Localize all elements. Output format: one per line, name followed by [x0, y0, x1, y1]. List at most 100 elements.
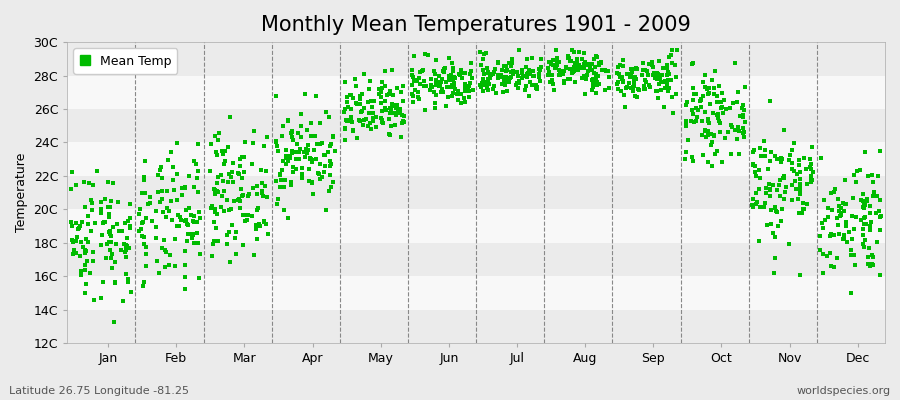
Point: [476, 76, 491, 82]
Point: [389, 104, 403, 111]
Point: [844, 247, 859, 254]
Point: [863, 202, 878, 209]
Point: [827, 263, 842, 270]
Point: [410, 94, 425, 100]
Point: [99, 254, 113, 261]
Point: [376, 119, 391, 126]
Point: [520, 71, 535, 78]
Point: [690, 106, 705, 113]
Point: [721, 129, 735, 136]
Point: [250, 236, 265, 242]
Point: [298, 146, 312, 152]
Point: [184, 235, 199, 241]
Point: [338, 137, 352, 143]
Point: [839, 201, 853, 207]
Point: [679, 121, 693, 128]
Point: [637, 86, 652, 92]
Point: [578, 74, 592, 80]
Point: [532, 70, 546, 77]
Point: [353, 118, 367, 124]
Point: [827, 189, 842, 196]
Point: [353, 101, 367, 108]
Point: [433, 82, 447, 88]
Point: [122, 245, 136, 252]
Point: [866, 262, 880, 268]
Point: [698, 84, 712, 90]
Point: [523, 70, 537, 76]
Point: [238, 169, 252, 175]
Point: [526, 68, 541, 74]
Point: [753, 145, 768, 152]
Point: [727, 59, 742, 66]
Point: [773, 193, 788, 199]
Point: [192, 275, 206, 282]
Point: [587, 70, 601, 76]
Point: [436, 68, 450, 74]
Point: [103, 239, 117, 245]
Legend: Mean Temp: Mean Temp: [74, 48, 177, 74]
Point: [324, 140, 338, 147]
Point: [292, 130, 306, 136]
Point: [728, 127, 742, 134]
Point: [379, 106, 393, 113]
Point: [208, 133, 222, 139]
Point: [349, 101, 364, 107]
Point: [149, 258, 164, 264]
Point: [568, 79, 582, 86]
Point: [260, 194, 274, 200]
Point: [641, 72, 655, 78]
Point: [271, 196, 285, 202]
Point: [857, 204, 871, 211]
Point: [328, 148, 343, 155]
Point: [241, 190, 256, 197]
Point: [225, 222, 239, 228]
Point: [594, 59, 608, 66]
Point: [684, 118, 698, 125]
Point: [554, 70, 569, 76]
Point: [701, 90, 716, 97]
Point: [103, 229, 117, 235]
Point: [589, 73, 603, 80]
Point: [169, 171, 184, 177]
Point: [214, 148, 229, 154]
Point: [221, 178, 236, 185]
Point: [212, 130, 227, 137]
Point: [442, 55, 456, 62]
Point: [288, 156, 302, 162]
Bar: [68, 76, 885, 109]
Point: [575, 64, 590, 71]
Point: [480, 78, 494, 85]
Point: [338, 116, 353, 123]
Point: [550, 61, 564, 68]
Point: [446, 76, 460, 82]
Point: [799, 166, 814, 172]
Point: [746, 147, 760, 154]
Point: [446, 65, 461, 72]
Point: [857, 215, 871, 222]
Point: [584, 67, 598, 73]
Point: [223, 114, 238, 120]
Point: [623, 73, 637, 80]
Point: [793, 191, 807, 197]
Point: [94, 242, 108, 248]
Point: [624, 71, 638, 77]
Point: [232, 163, 247, 169]
Point: [137, 177, 151, 184]
Point: [232, 171, 247, 177]
Point: [177, 286, 192, 292]
Point: [313, 120, 328, 126]
Bar: [68, 276, 885, 310]
Point: [65, 236, 79, 243]
Point: [748, 169, 762, 175]
Point: [655, 65, 670, 72]
Point: [184, 212, 199, 218]
Point: [249, 183, 264, 189]
Point: [170, 212, 184, 218]
Point: [360, 123, 374, 130]
Point: [696, 151, 710, 158]
Point: [463, 80, 477, 87]
Point: [302, 166, 316, 173]
Point: [701, 120, 716, 127]
Point: [423, 86, 437, 93]
Point: [405, 82, 419, 88]
